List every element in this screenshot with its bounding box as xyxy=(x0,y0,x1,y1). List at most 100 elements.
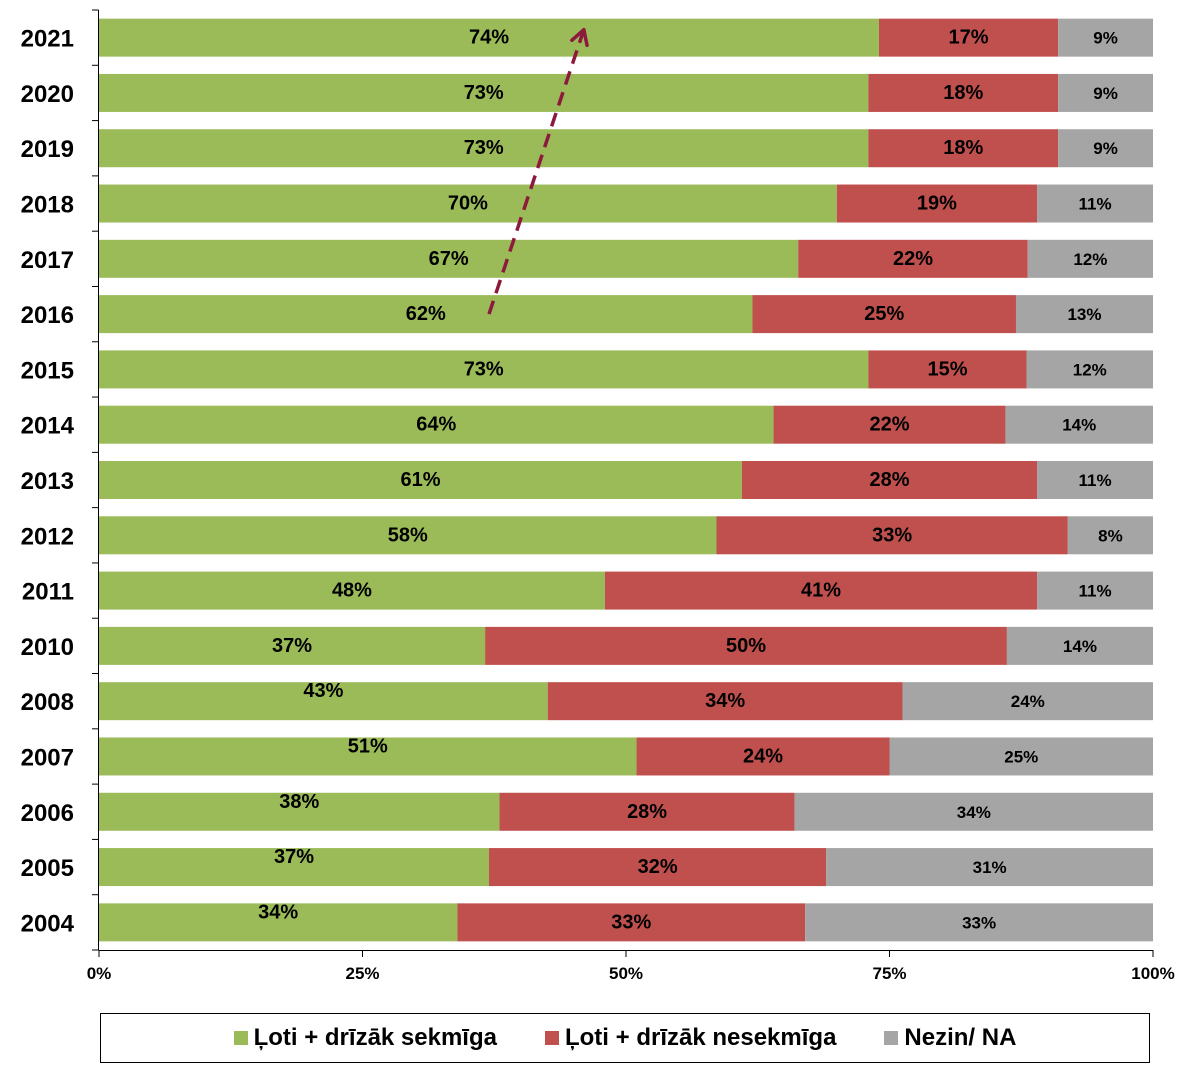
bar-2012-series-0 xyxy=(99,516,717,555)
y-tick-label-2013: 2013 xyxy=(21,468,74,495)
bar-2012-series-1 xyxy=(716,516,1068,555)
y-tick-label-2008: 2008 xyxy=(21,689,74,716)
bar-2010-series-1 xyxy=(485,626,1007,665)
data-label-2016-series-0: 62% xyxy=(406,303,446,325)
data-label-2008-series-2: 24% xyxy=(1011,692,1045,711)
y-tick-label-2011: 2011 xyxy=(22,579,74,606)
y-tick-label-2007: 2007 xyxy=(21,744,74,771)
trend-arrow-line xyxy=(487,29,586,315)
data-label-2020-series-0: 73% xyxy=(464,82,504,104)
legend-swatch-1 xyxy=(544,1031,559,1045)
data-label-2017-series-2: 12% xyxy=(1073,250,1107,269)
bar-2020-series-0 xyxy=(99,73,869,112)
legend-label-0: Ļoti + drīzāk sekmīga xyxy=(253,1024,497,1051)
data-label-2018-series-1: 19% xyxy=(917,193,957,215)
bars-layer: 74% 17% 9% 73% 18% 9% 73% 18% 9% 70% 19% 11% 67% 22% 1… xyxy=(99,18,1153,942)
bar-2007-series-0 xyxy=(99,737,637,776)
data-label-2010-series-1: 50% xyxy=(726,635,766,657)
bar-2015-series-2 xyxy=(1026,350,1153,389)
data-label-2007-series-2: 25% xyxy=(1004,747,1038,766)
bar-2011-series-0 xyxy=(99,571,605,610)
bar-2021-series-1 xyxy=(878,18,1059,57)
bar-2011-series-2 xyxy=(1037,571,1153,610)
data-label-2008-series-0: 43% xyxy=(303,680,343,702)
bar-2016-series-0 xyxy=(99,295,753,334)
bar-2004-series-0 xyxy=(99,903,458,942)
data-label-2019-series-0: 73% xyxy=(464,137,504,159)
data-label-2017-series-1: 22% xyxy=(893,248,933,270)
data-label-2004-series-0: 34% xyxy=(258,901,298,923)
bar-2005-series-0 xyxy=(99,848,489,887)
bar-2013-series-2 xyxy=(1037,461,1153,499)
bar-2008-series-2 xyxy=(902,682,1153,721)
data-label-2016-series-2: 13% xyxy=(1067,305,1101,324)
data-label-2011-series-2: 11% xyxy=(1078,582,1111,601)
bar-2010-series-0 xyxy=(99,626,486,665)
data-label-2014-series-2: 14% xyxy=(1062,416,1096,435)
x-tick-label-4: 100% xyxy=(1131,964,1174,983)
data-label-2010-series-0: 37% xyxy=(272,635,312,657)
y-tick-label-2021: 2021 xyxy=(21,26,74,53)
data-label-2021-series-1: 17% xyxy=(949,27,989,49)
y-tick-label-2010: 2010 xyxy=(21,634,74,661)
bar-2021-series-2 xyxy=(1058,18,1153,57)
bar-2017-series-0 xyxy=(99,239,799,278)
y-tick-label-2004: 2004 xyxy=(21,910,75,937)
legend: Ļoti + drīzāk sekmīga Ļoti + drīzāk nese… xyxy=(100,1013,1150,1063)
y-tick-label-2006: 2006 xyxy=(21,800,74,827)
legend-swatch-2 xyxy=(884,1031,899,1045)
y-tick-label-2015: 2015 xyxy=(21,357,74,384)
data-label-2020-series-1: 18% xyxy=(943,82,983,104)
data-label-2010-series-2: 14% xyxy=(1063,637,1097,656)
data-label-2015-series-1: 15% xyxy=(927,358,967,380)
data-label-2011-series-1: 41% xyxy=(801,580,841,602)
bar-2018-series-0 xyxy=(99,184,837,223)
data-label-2005-series-1: 32% xyxy=(638,856,678,878)
bar-2019-series-1 xyxy=(868,129,1059,168)
bar-2012-series-2 xyxy=(1067,516,1153,555)
bar-2010-series-2 xyxy=(1006,626,1153,665)
y-tick-label-2016: 2016 xyxy=(21,302,74,329)
bar-2017-series-2 xyxy=(1027,239,1153,278)
bar-2018-series-1 xyxy=(836,184,1038,223)
legend-item-1: Ļoti + drīzāk nesekmīga xyxy=(544,1024,836,1052)
bar-2014-series-0 xyxy=(99,405,774,444)
bar-2016-series-2 xyxy=(1015,295,1153,334)
bar-2006-series-1 xyxy=(499,792,795,831)
bar-2007-series-1 xyxy=(636,737,890,776)
legend-label-2: Nezin/ NA xyxy=(904,1024,1017,1051)
data-label-2021-series-0: 74% xyxy=(469,27,509,49)
stacked-bar-chart: 74% 17% 9% 73% 18% 9% 73% 18% 9% 70% 19% 11% 67% 22% 1… xyxy=(21,9,1175,983)
bar-2004-series-1 xyxy=(457,903,806,942)
y-tick-label-2017: 2017 xyxy=(21,247,74,274)
data-label-2014-series-1: 22% xyxy=(869,414,909,436)
bar-2020-series-2 xyxy=(1058,73,1153,112)
data-label-2015-series-0: 73% xyxy=(464,358,504,380)
data-label-2013-series-1: 28% xyxy=(869,469,909,491)
data-label-2018-series-0: 70% xyxy=(448,193,488,215)
bar-2019-series-2 xyxy=(1058,129,1153,168)
data-label-2004-series-1: 33% xyxy=(611,911,651,933)
x-tick-label-2: 50% xyxy=(609,964,643,983)
y-tick-label-2018: 2018 xyxy=(21,192,74,219)
legend-item-2: Nezin/ NA xyxy=(884,1024,1016,1052)
bar-2013-series-1 xyxy=(741,461,1038,499)
data-label-2013-series-2: 11% xyxy=(1078,471,1111,490)
bar-2008-series-0 xyxy=(99,682,548,721)
bar-2013-series-0 xyxy=(99,461,742,499)
trend-arrow-head xyxy=(570,27,589,48)
x-tick-label-3: 75% xyxy=(872,964,906,983)
x-tick-label-1: 25% xyxy=(345,964,379,983)
bar-2011-series-1 xyxy=(604,571,1038,610)
data-label-2013-series-0: 61% xyxy=(400,469,440,491)
bar-2005-series-1 xyxy=(488,848,827,887)
data-label-2015-series-2: 12% xyxy=(1073,360,1107,379)
y-tick-label-2005: 2005 xyxy=(21,855,74,882)
bar-2018-series-2 xyxy=(1037,184,1153,223)
data-label-2019-series-2: 9% xyxy=(1093,139,1118,158)
bar-2005-series-2 xyxy=(826,848,1153,887)
x-tick-label-0: 0% xyxy=(87,964,112,983)
data-label-2012-series-0: 58% xyxy=(388,524,428,546)
data-label-2012-series-1: 33% xyxy=(872,524,912,546)
bar-2019-series-0 xyxy=(99,129,869,168)
